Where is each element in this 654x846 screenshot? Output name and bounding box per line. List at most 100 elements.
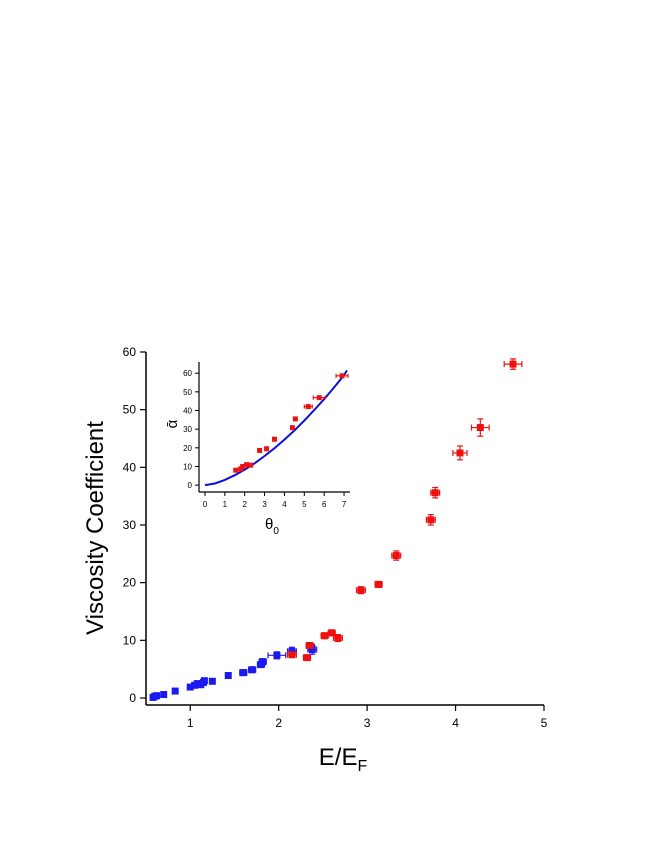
series-0-marker	[259, 658, 267, 666]
y-tick-label: 10	[123, 633, 137, 647]
series-1-point-4	[327, 629, 336, 637]
inset-x-tick-label: 4	[282, 500, 287, 509]
series-1-marker	[328, 629, 336, 637]
inset-plot: 0 10 20 30 40 50 60 0 1 2 3 4 5 6 7 θ0 ᾱ	[164, 362, 350, 537]
series-1-point-6	[355, 586, 366, 595]
inset-point-0	[233, 467, 239, 473]
series-1-marker	[288, 651, 296, 659]
series-1-marker	[306, 642, 314, 650]
inset-point-8	[289, 425, 295, 431]
inset-x-tick-label: 0	[203, 500, 208, 509]
series-0-marker	[239, 669, 247, 677]
series-1-point-13	[503, 358, 523, 370]
y-tick-label: 30	[123, 518, 137, 532]
inset-point-5	[257, 447, 263, 453]
x-axis-title-subscript: F	[357, 758, 367, 775]
series-1-point-9	[425, 514, 436, 526]
inset-marker	[257, 447, 263, 453]
series-0-marker	[160, 691, 168, 699]
series-1-point-3	[320, 632, 329, 640]
inset-marker	[272, 436, 277, 442]
series-1-marker	[509, 360, 517, 368]
inset-point-4	[248, 462, 254, 468]
series-0-marker	[273, 651, 281, 659]
series-0-point-14	[247, 666, 257, 674]
y-axis-title: Viscosity Coefficient	[82, 421, 109, 635]
series-0-point-13	[239, 669, 248, 677]
series-1-point-0	[286, 651, 297, 659]
series-0-marker	[224, 672, 232, 680]
inset-x-tick-label: 2	[242, 500, 247, 509]
series-1-point-1	[302, 654, 312, 662]
inset-y-tick-label: 50	[183, 388, 192, 397]
series-1-point-10	[430, 486, 441, 499]
series-0-point-4	[171, 687, 179, 695]
series-1-point-7	[374, 580, 383, 588]
inset-x-tick-label: 7	[342, 500, 347, 509]
x-tick-label: 1	[187, 716, 194, 730]
inset-marker	[339, 373, 345, 379]
inset-y-axis-title: ᾱ	[164, 419, 181, 428]
inset-marker	[316, 395, 322, 401]
inset-x-axis-title: θ0	[265, 516, 279, 537]
inset-point-11	[312, 395, 326, 401]
inset-x-axis-title-subscript: 0	[273, 526, 279, 537]
x-tick-label: 4	[452, 716, 459, 730]
inset-marker	[264, 446, 270, 452]
inset-y-tick-label: 20	[183, 444, 192, 453]
x-axis-title: E/EF	[319, 744, 368, 775]
series-0-point-12	[224, 672, 232, 680]
inset-x-tick-label: 6	[322, 500, 327, 509]
series-0-point-10	[200, 677, 208, 685]
series-0-marker	[208, 677, 216, 685]
series-0-point-16	[258, 658, 267, 666]
series-1-marker	[334, 634, 342, 642]
inset-marker	[292, 416, 298, 422]
inset-y-tick-label: 0	[188, 481, 193, 490]
x-tick-label: 5	[541, 716, 548, 730]
inset-y-tick-label: 60	[183, 369, 192, 378]
series-1-marker	[431, 489, 439, 497]
series-0-marker	[200, 677, 208, 685]
inset-y-tick-label: 10	[183, 462, 192, 471]
series-1-point-12	[470, 418, 490, 437]
series-0-marker	[248, 666, 256, 674]
inset-point-9	[292, 416, 298, 422]
inset-point-7	[272, 436, 277, 442]
inset-y-tick-label: 30	[183, 425, 192, 434]
series-0-point-2	[153, 692, 161, 700]
series-0-marker	[171, 687, 179, 695]
x-tick-label: 2	[275, 716, 282, 730]
series-1-point-8	[391, 550, 402, 561]
inset-point-3	[244, 462, 250, 468]
series-0-marker	[153, 692, 161, 700]
series-0-point-11	[208, 677, 216, 685]
series-1-point-2	[305, 642, 314, 650]
inset-marker	[244, 462, 250, 468]
series-0-point-3	[160, 691, 168, 699]
series-1-marker	[375, 580, 383, 588]
y-tick-label: 60	[123, 345, 137, 359]
y-tick-label: 0	[129, 691, 136, 705]
y-tick-label: 20	[123, 576, 137, 590]
x-tick-label: 3	[364, 716, 371, 730]
inset-x-tick-label: 3	[262, 500, 267, 509]
inset-point-10	[303, 404, 313, 410]
y-tick-label: 40	[123, 460, 137, 474]
inset-x-tick-label: 1	[223, 500, 228, 509]
series-1-marker	[357, 586, 365, 594]
series-0-point-17	[267, 651, 287, 660]
series-1-marker	[392, 552, 400, 560]
series-1-marker	[427, 516, 435, 524]
series-1-marker	[456, 449, 464, 457]
inset-y-tick-label: 40	[183, 407, 192, 416]
inset-marker	[289, 425, 295, 431]
series-1-marker	[476, 424, 484, 432]
inset-marker	[248, 462, 254, 468]
inset-x-tick-label: 5	[302, 500, 307, 509]
inset-marker	[233, 467, 239, 473]
inset-marker	[305, 404, 311, 410]
inset-point-6	[264, 446, 270, 452]
